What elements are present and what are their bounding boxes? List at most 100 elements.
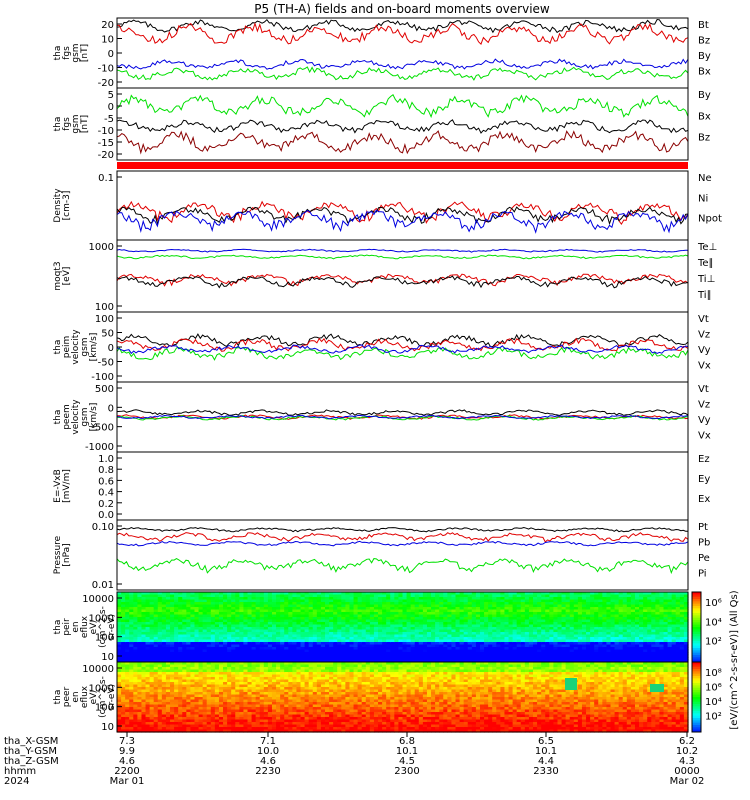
heatmap-cell bbox=[573, 604, 579, 608]
heatmap-cell bbox=[373, 619, 379, 623]
heatmap-cell bbox=[182, 652, 187, 656]
heatmap-cell bbox=[170, 697, 175, 701]
heatmap-cell bbox=[345, 599, 351, 603]
heatmap-cell bbox=[239, 604, 245, 608]
heatmap-cell bbox=[198, 609, 204, 613]
heatmap-cell bbox=[259, 622, 265, 626]
heatmap-cell bbox=[259, 592, 265, 596]
heatmap-cell bbox=[227, 597, 232, 601]
heatmap-cell bbox=[406, 654, 412, 658]
heatmap-cell bbox=[471, 634, 477, 638]
heatmap-cell bbox=[439, 649, 444, 653]
heatmap-cell bbox=[643, 639, 648, 643]
heatmap-cell bbox=[528, 602, 534, 606]
heatmap-cell bbox=[141, 712, 147, 716]
heatmap-cell bbox=[414, 622, 420, 626]
heatmap-cell bbox=[125, 669, 130, 673]
heatmap-cell bbox=[373, 632, 379, 636]
heatmap-cell bbox=[520, 602, 526, 606]
heatmap-cell bbox=[349, 632, 355, 636]
heatmap-cell bbox=[231, 654, 236, 658]
heatmap-cell bbox=[190, 717, 196, 721]
heatmap-cell bbox=[663, 614, 669, 618]
heatmap-cell bbox=[210, 614, 216, 618]
heatmap-cell bbox=[353, 639, 359, 643]
heatmap-cell bbox=[129, 707, 134, 711]
heatmap-cell bbox=[312, 619, 318, 623]
heatmap-cell bbox=[614, 637, 620, 641]
heatmap-cell bbox=[259, 614, 265, 618]
heatmap-cell bbox=[276, 624, 281, 628]
heatmap-cell bbox=[586, 624, 591, 628]
heatmap-cell bbox=[663, 599, 669, 603]
heatmap-cell bbox=[373, 637, 379, 641]
heatmap-cell bbox=[459, 659, 465, 663]
heatmap-cell bbox=[141, 642, 147, 646]
ylabel-line: gsm bbox=[80, 337, 90, 356]
heatmap-cell bbox=[447, 622, 453, 626]
heatmap-cell bbox=[520, 632, 526, 636]
heatmap-cell bbox=[308, 639, 314, 643]
series-line-Pe bbox=[116, 558, 689, 575]
heatmap-cell bbox=[312, 602, 318, 606]
heatmap-cell bbox=[353, 654, 359, 658]
heatmap-cell bbox=[545, 642, 550, 646]
heatmap-cell bbox=[121, 694, 126, 698]
heatmap-cell bbox=[308, 657, 314, 661]
heatmap-cell bbox=[194, 674, 200, 678]
heatmap-cell bbox=[577, 654, 583, 658]
heatmap-cell bbox=[145, 654, 151, 658]
heatmap-cell bbox=[255, 632, 261, 636]
heatmap-cell bbox=[659, 634, 665, 638]
heatmap-cell bbox=[165, 667, 171, 671]
heatmap-cell bbox=[243, 692, 249, 696]
heatmap-cell bbox=[463, 594, 469, 598]
heatmap-cell bbox=[292, 622, 298, 626]
heatmap-cell bbox=[333, 632, 338, 636]
heatmap-cell bbox=[255, 639, 261, 643]
heatmap-cell bbox=[202, 597, 208, 601]
heatmap-cell bbox=[202, 592, 208, 596]
heatmap-cell bbox=[206, 702, 212, 706]
heatmap-cell bbox=[345, 639, 351, 643]
heatmap-cell bbox=[443, 639, 448, 643]
heatmap-cell bbox=[251, 607, 257, 611]
heatmap-cell bbox=[492, 637, 497, 641]
heatmap-cell bbox=[626, 627, 632, 631]
heatmap-cell bbox=[373, 612, 379, 616]
heatmap-cell bbox=[622, 629, 628, 633]
heatmap-cell bbox=[243, 637, 249, 641]
heatmap-cell bbox=[382, 634, 387, 638]
heatmap-cell bbox=[663, 637, 669, 641]
heatmap-cell bbox=[426, 602, 432, 606]
heatmap-cell bbox=[353, 634, 359, 638]
heatmap-cell bbox=[581, 657, 587, 661]
heatmap-cell bbox=[630, 612, 636, 616]
heatmap-cell bbox=[659, 654, 665, 658]
heatmap-cell bbox=[157, 722, 163, 726]
heatmap-cell bbox=[329, 592, 334, 596]
heatmap-cell bbox=[174, 729, 179, 733]
heatmap-cell bbox=[206, 717, 212, 721]
heatmap-cell bbox=[170, 612, 175, 616]
heatmap-cell bbox=[492, 622, 497, 626]
heatmap-cell bbox=[284, 659, 289, 663]
heatmap-cell bbox=[414, 599, 420, 603]
plot-title: P5 (TH-A) fields and on-board moments ov… bbox=[254, 2, 550, 16]
heatmap-cell bbox=[259, 654, 265, 658]
heatmap-cell bbox=[300, 602, 306, 606]
heatmap-cell bbox=[581, 622, 587, 626]
heatmap-cell bbox=[133, 724, 138, 728]
heatmap-cell bbox=[455, 622, 461, 626]
heatmap-cell bbox=[129, 642, 134, 646]
heatmap-cell bbox=[451, 652, 457, 656]
series-line-By bbox=[116, 94, 689, 119]
heatmap-cell bbox=[223, 672, 228, 676]
heatmap-cell bbox=[659, 597, 665, 601]
heatmap-cell bbox=[145, 617, 151, 621]
heatmap-cell bbox=[202, 712, 208, 716]
heatmap-cell bbox=[165, 654, 171, 658]
heatmap-cell bbox=[422, 607, 428, 611]
heatmap-cell bbox=[227, 712, 232, 716]
heatmap-cell bbox=[618, 614, 624, 618]
